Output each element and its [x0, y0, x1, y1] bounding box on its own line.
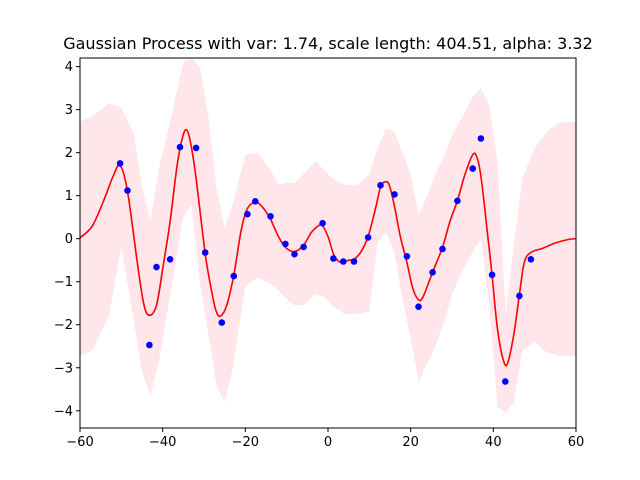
- observation-point: [116, 160, 124, 167]
- y-tick-label: 0: [65, 232, 73, 247]
- observation-point: [244, 210, 251, 218]
- observation-point: [192, 144, 200, 152]
- y-tick-label: 4: [65, 60, 73, 75]
- observation-point: [377, 182, 384, 189]
- observation-point: [201, 249, 209, 256]
- observation-point: [218, 319, 226, 326]
- observation-point: [350, 258, 358, 265]
- observation-point: [488, 271, 496, 279]
- observation-point: [364, 234, 372, 241]
- x-tick-label: 0: [324, 435, 332, 450]
- observation-point: [502, 378, 509, 385]
- y-tick-label: 2: [65, 146, 73, 161]
- y-tick-label: −4: [54, 404, 73, 419]
- x-tick-label: 40: [485, 435, 502, 450]
- observation-point: [282, 240, 289, 248]
- observation-point: [516, 292, 523, 300]
- x-tick-label: −60: [66, 435, 93, 450]
- observation-point: [176, 143, 184, 151]
- observation-point: [267, 213, 274, 220]
- observation-point: [469, 165, 477, 172]
- x-tick-label: 20: [402, 435, 419, 450]
- observation-point: [403, 252, 411, 260]
- observation-point: [340, 258, 347, 265]
- chart-title: Gaussian Process with var: 1.74, scale l…: [63, 34, 593, 53]
- observation-point: [153, 263, 160, 271]
- observation-point: [252, 198, 259, 205]
- y-tick-label: −2: [54, 318, 73, 333]
- observation-point: [527, 255, 535, 263]
- observation-point: [439, 245, 446, 253]
- observation-point: [291, 250, 298, 258]
- x-tick-label: −40: [149, 435, 176, 450]
- y-tick-label: 1: [65, 189, 73, 204]
- observation-point: [454, 197, 461, 205]
- y-tick-label: 3: [65, 103, 73, 118]
- observation-point: [429, 269, 436, 276]
- y-tick-label: −3: [54, 361, 73, 376]
- x-tick-label: −20: [232, 435, 259, 450]
- observation-point: [166, 255, 174, 263]
- observation-point: [146, 341, 153, 349]
- observation-point: [477, 135, 485, 142]
- observation-point: [230, 272, 238, 280]
- observation-point: [300, 243, 307, 251]
- observation-point: [124, 187, 131, 194]
- observation-point: [415, 303, 422, 311]
- observation-point: [391, 191, 398, 198]
- observation-point: [330, 255, 337, 262]
- y-tick-label: −1: [54, 275, 73, 290]
- observation-point: [319, 219, 326, 227]
- x-tick-label: 60: [568, 435, 585, 450]
